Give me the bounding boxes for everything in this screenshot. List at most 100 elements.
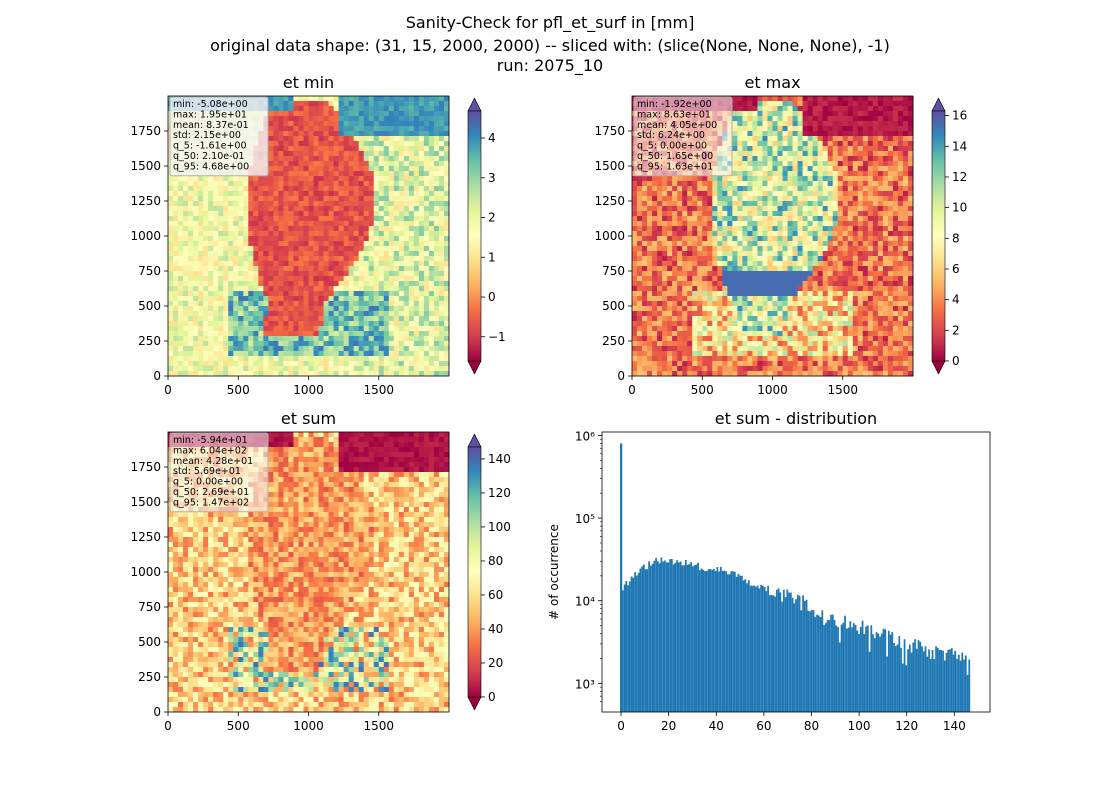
histogram-bar <box>823 625 825 712</box>
panel-0-xtick-label: 1000 <box>293 383 324 397</box>
panel-0-colorbar-label: 4 <box>488 131 496 145</box>
histogram-bar <box>667 562 670 712</box>
histogram-bar <box>758 588 761 712</box>
histogram-bar <box>945 652 948 712</box>
histogram-bar <box>915 648 918 712</box>
histogram-bar <box>791 597 794 712</box>
histogram-bar <box>707 569 710 712</box>
panel-0-ytick-label: 1250 <box>130 194 161 208</box>
panel-0-colorbar-label: −1 <box>488 330 506 344</box>
panel-2-colorbar-extend-top <box>467 433 482 448</box>
histogram-bar <box>964 655 967 712</box>
histogram-bar <box>921 646 923 712</box>
histogram-bar <box>721 570 724 712</box>
histogram-bar <box>718 571 720 712</box>
histogram-bar <box>854 624 857 712</box>
histogram-bar <box>774 596 776 712</box>
histogram-bar <box>863 634 866 712</box>
histogram-bar <box>686 564 689 712</box>
histogram-bar <box>793 603 796 712</box>
panel-1-ytick-label: 1250 <box>594 194 625 208</box>
histogram-bar <box>924 646 927 712</box>
panel-0-ytick-label: 1750 <box>130 124 161 138</box>
panel-2-colorbar-label: 100 <box>488 520 511 534</box>
histogram-bar <box>929 658 932 712</box>
histogram-bar <box>674 562 677 712</box>
histogram-ytick-label: 10⁵ <box>575 512 595 526</box>
histogram-bar <box>933 659 936 712</box>
panel-1-stats-line: q_50: 1.65e+00 <box>637 151 713 162</box>
histogram-bar <box>709 569 712 712</box>
histogram-bar <box>749 585 752 712</box>
histogram-bar <box>943 660 946 712</box>
histogram-bar <box>910 652 913 712</box>
histogram-bar <box>966 674 969 712</box>
histogram-bar <box>628 581 631 712</box>
histogram-bar <box>649 565 652 712</box>
histogram-bar <box>735 576 738 712</box>
histogram-bar <box>655 557 657 712</box>
histogram-bar <box>903 639 906 712</box>
histogram-bar <box>961 652 964 712</box>
panel-1-colorbar-extend-bottom <box>931 360 946 375</box>
histogram-bar <box>765 591 768 712</box>
histogram-bar <box>662 561 664 712</box>
histogram-bar <box>665 562 668 712</box>
histogram-bar <box>872 634 874 712</box>
histogram-bar <box>770 594 773 712</box>
histogram-bar <box>653 560 656 712</box>
histogram-bar <box>712 568 715 712</box>
panel-2-colorbar-label: 60 <box>488 588 503 602</box>
panel-1-stats-line: mean: 4.05e+00 <box>637 120 717 131</box>
panel-0-colorbar-extend-bottom <box>467 360 482 375</box>
histogram-bar <box>824 623 827 712</box>
histogram-bar <box>788 592 790 712</box>
histogram-bar <box>753 585 755 712</box>
panel-2-xtick-label: 1500 <box>363 719 394 733</box>
histogram-bar <box>866 625 869 712</box>
histogram-bar <box>635 575 638 712</box>
histogram-ytick-label: 10⁶ <box>575 429 595 443</box>
histogram-bar <box>889 634 892 712</box>
histogram-bar <box>942 650 944 712</box>
panel-1-colorbar-label: 2 <box>952 323 960 337</box>
histogram-bars <box>622 557 971 712</box>
histogram-xtick-label: 140 <box>943 719 966 733</box>
histogram-bar <box>622 590 624 712</box>
panel-0-stats-line: max: 1.95e+01 <box>173 109 247 120</box>
histogram-bar <box>630 576 633 712</box>
panel-2-ytick-label: 750 <box>138 600 161 614</box>
histogram-bar <box>644 569 647 712</box>
histogram-bar <box>835 625 838 712</box>
histogram-xtick-label: 60 <box>756 719 771 733</box>
histogram-xtick-label: 80 <box>804 719 819 733</box>
histogram-bar <box>768 595 771 712</box>
histogram-bar <box>684 560 687 712</box>
panel-2-ytick-label: 0 <box>153 705 161 719</box>
histogram-bar <box>683 565 685 712</box>
histogram-bar <box>747 580 750 712</box>
histogram-bar <box>940 650 943 712</box>
histogram-bar <box>796 594 799 712</box>
panel-0-colorbar-label: 1 <box>488 250 496 264</box>
histogram-bar <box>814 616 817 712</box>
histogram-bar <box>803 601 806 712</box>
histogram-bar <box>669 559 671 712</box>
histogram-bar <box>938 650 941 712</box>
panel-1-ytick-label: 1500 <box>594 159 625 173</box>
panel-2-ytick-label: 1500 <box>130 495 161 509</box>
histogram-xtick-label: 100 <box>848 719 871 733</box>
histogram-bar <box>751 585 754 712</box>
panel-2-colorbar-label: 40 <box>488 622 503 636</box>
histogram-bar <box>844 615 846 712</box>
histogram-ylabel: # of occurrence <box>547 524 561 620</box>
panel-0-xtick-label: 0 <box>164 383 172 397</box>
histogram-bar <box>732 571 734 712</box>
histogram-bar <box>851 627 853 712</box>
histogram-bar <box>928 649 930 712</box>
panel-2-ytick-label: 1250 <box>130 530 161 544</box>
panel-2-stats-line: mean: 4.28e+01 <box>173 456 253 467</box>
histogram-bar <box>810 610 813 712</box>
histogram-bar <box>639 568 642 712</box>
histogram-bar <box>740 575 743 712</box>
